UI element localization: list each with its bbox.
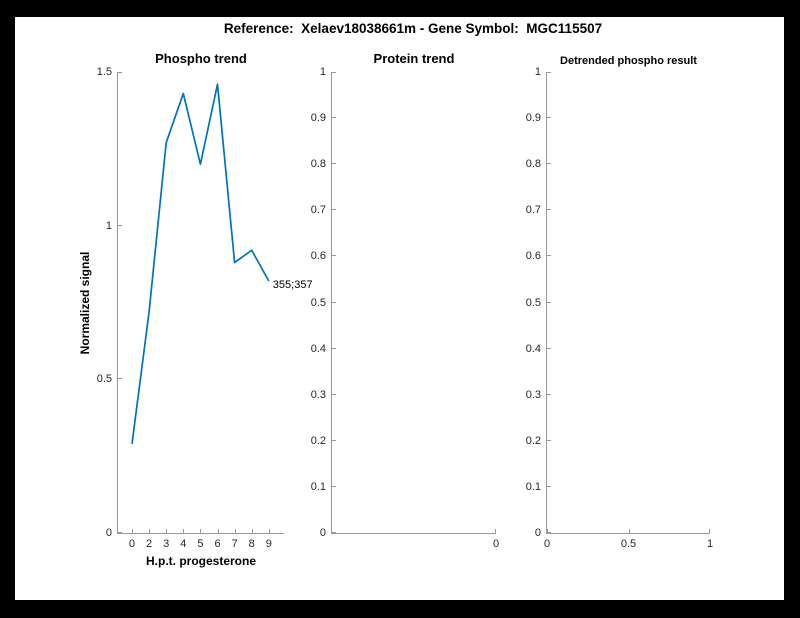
y-tick-label: 0.6 [525,250,541,263]
figure-title: Reference: Xelaev18038661m - Gene Symbol… [223,21,603,36]
y-tick-mark [547,439,551,441]
x-tick-label: 8 [248,538,255,550]
y-tick-label: 0.7 [310,204,326,217]
x-tick-label: 1 [706,538,714,550]
x-tick-mark [251,529,253,533]
x-tick-label: 9 [265,538,272,550]
y-tick-mark [332,393,336,395]
y-tick-label: 0.9 [310,112,326,125]
x-tick-label: 0 [543,538,551,550]
y-tick-mark [118,378,122,380]
x-tick-mark [200,529,202,533]
y-tick-label: 0.4 [525,342,541,355]
x-tick-mark [495,529,496,533]
y-tick-label: 0.1 [310,480,326,493]
y-tick-mark [118,532,122,533]
x-tick-mark [131,529,133,533]
x-tick-label: 7 [231,538,238,550]
detrended-phospho-plot: Detrended phospho result 0 0.5 1 0 0.1 0.2 0.3… [526,55,713,550]
y-tick-mark [547,117,551,119]
x-tick-mark [217,529,219,533]
x-tick-label: 4 [180,538,187,550]
y-tick-label: 0.2 [525,434,541,447]
y-tick-label: 1 [319,66,326,78]
y-tick-mark [332,301,336,303]
y-tick-mark [547,485,551,487]
y-tick-mark [332,163,336,165]
y-tick-label: 0.5 [310,296,326,309]
y-tick-mark [332,347,336,349]
y-tick-label: 0.1 [525,480,541,493]
y-tick-mark [547,255,551,257]
x-tick-mark [166,529,168,533]
y-tick-label: 0.8 [310,158,326,171]
y-tick-mark [118,72,122,73]
x-tick-mark [183,529,185,533]
y-tick-mark [332,209,336,211]
y-tick-label: 0.6 [310,250,326,263]
x-tick-label: 2 [146,538,153,550]
y-tick-label: 0 [105,527,112,539]
y-tick-mark [547,347,551,349]
x-tick-label: 0 [128,538,136,550]
y-tick-mark [547,163,551,165]
y-tick-label: 0.3 [525,388,541,401]
y-tick-label: 0.2 [310,434,326,447]
x-tick-label: 0.5 [620,538,637,550]
y-tick-mark [332,485,336,487]
trend-line [131,83,270,445]
y-tick-label: 1 [534,66,541,78]
x-tick-mark [547,529,548,533]
y-tick-mark [118,224,122,226]
x-tick-mark [268,529,270,533]
endpoint-label: 355;357 [272,279,313,291]
phospho-trend-plot: Phospho trend H.p.t. progesterone Normal… [78,51,313,568]
y-tick-mark [547,301,551,303]
y-tick-label: 0.7 [525,204,541,217]
x-tick-label: 0 [492,538,500,550]
y-tick-mark [547,532,551,533]
figure-area: Reference: Xelaev18038661m - Gene Symbol… [15,17,784,600]
x-tick-mark [628,529,630,533]
y-tick-label: 0.9 [525,112,541,125]
x-tick-label: 3 [163,538,170,550]
x-tick-mark [149,529,151,533]
x-axis-label: H.p.t. progesterone [145,554,257,568]
plot-title: Detrended phospho result [560,55,697,67]
y-tick-mark [332,117,336,119]
y-tick-label: 0.5 [525,296,541,309]
y-tick-mark [332,255,336,257]
x-tick-label: 5 [197,538,204,550]
y-tick-label: 1 [105,219,112,232]
y-tick-label: 0 [319,527,326,539]
y-tick-mark [547,72,551,73]
x-tick-label: 6 [214,538,221,550]
y-tick-label: 0.5 [96,373,112,386]
y-tick-label: 0.4 [310,342,326,355]
y-axis-label: Normalized signal [78,251,92,354]
plot-title: Phospho trend [155,51,247,66]
x-tick-mark [709,529,710,533]
y-tick-mark [547,209,551,211]
y-tick-mark [332,439,336,441]
y-tick-mark [547,393,551,395]
y-tick-label: 0.3 [310,388,326,401]
y-tick-mark [332,72,336,73]
x-tick-mark [234,529,236,533]
y-tick-mark [332,532,336,533]
y-tick-label: 1.5 [96,66,112,78]
y-tick-label: 0 [534,527,541,539]
plot-title: Protein trend [373,51,455,66]
protein-trend-plot: Protein trend 0 0 0.1 0.2 0.3 0.4 0.5 0.6 0.7 0.8… [311,51,499,550]
y-tick-label: 0.8 [525,158,541,171]
